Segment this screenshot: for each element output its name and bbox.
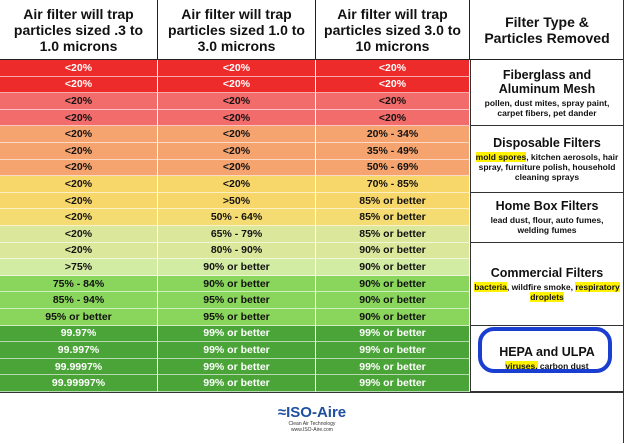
group-name: HEPA and ULPA — [499, 345, 595, 360]
column-header: Air filter will trap particles sized .3 … — [0, 0, 158, 60]
value-cell: 99% or better — [316, 325, 470, 343]
value-cell: <20% — [158, 143, 316, 160]
value-cell: 85% or better — [316, 226, 470, 243]
column-header: Air filter will trap particles sized 3.0… — [316, 0, 470, 60]
group-description: mold spores, kitchen aerosols, hair spra… — [474, 152, 620, 182]
value-cell: <20% — [0, 226, 158, 243]
value-cell: <20% — [158, 126, 316, 143]
value-cell: <20% — [0, 192, 158, 210]
group-name: Home Box Filters — [495, 199, 599, 214]
value-cell: <20% — [158, 60, 316, 77]
value-cell: 99% or better — [158, 375, 316, 392]
filter-group: Home Box Filters lead dust, flour, auto f… — [470, 193, 624, 243]
group-description: bacteria, wildfire smoke, respiratory dr… — [474, 281, 620, 302]
column-header: Air filter will trap particles sized 1.0… — [158, 0, 316, 60]
value-cell: 70% - 85% — [316, 176, 470, 193]
value-cell: 99% or better — [316, 342, 470, 359]
value-cell: <20% — [316, 76, 470, 94]
group-description: viruses, carbon dust — [505, 361, 589, 372]
value-cell: 90% or better — [316, 259, 470, 276]
url: www.ISO-Aire.com — [291, 427, 333, 433]
value-cell: <20% — [158, 109, 316, 127]
text: , wildfire smoke, — [506, 281, 576, 292]
value-cell: 85% or better — [316, 209, 470, 226]
group-description: lead dust, flour, auto fumes, welding fu… — [474, 215, 620, 235]
value-cell: 90% or better — [316, 242, 470, 260]
value-cell: <20% — [0, 60, 158, 77]
value-cell: <20% — [316, 93, 470, 110]
value-cell: 99% or better — [316, 375, 470, 392]
tagline: Clean Air Technology — [288, 421, 336, 427]
group-name: Disposable Filters — [493, 136, 601, 151]
value-cell: 99.997% — [0, 342, 158, 359]
value-cell: <20% — [0, 176, 158, 193]
value-cell: <20% — [0, 159, 158, 177]
value-cell: 99.9997% — [0, 358, 158, 376]
value-cell: 99% or better — [158, 342, 316, 359]
value-cell: 99% or better — [158, 358, 316, 376]
value-cell: 90% or better — [316, 275, 470, 293]
value-cell: >50% — [158, 192, 316, 210]
group-name: Commercial Filters — [490, 265, 604, 280]
value-cell: <20% — [0, 126, 158, 143]
value-cell: <20% — [158, 176, 316, 193]
value-cell: <20% — [0, 209, 158, 226]
footer: ≈ISO-Aire Clean Air Technology www.ISO-A… — [0, 392, 624, 444]
value-cell: 95% or better — [158, 292, 316, 309]
text: carbon dust — [537, 361, 589, 372]
text: pollen, dust mites, spray paint, carpet … — [484, 97, 610, 118]
value-cell: 90% or better — [316, 309, 470, 326]
highlighted-text: mold spores — [475, 152, 527, 163]
value-cell: 50% - 64% — [158, 209, 316, 226]
value-cell: <20% — [0, 109, 158, 127]
value-cell: 75% - 84% — [0, 275, 158, 293]
value-cell: 85% or better — [316, 192, 470, 210]
value-cell: 20% - 34% — [316, 126, 470, 143]
value-cell: <20% — [316, 109, 470, 127]
value-cell: <20% — [0, 76, 158, 94]
value-cell: 99.97% — [0, 325, 158, 343]
group-description: pollen, dust mites, spray paint, carpet … — [474, 98, 620, 118]
value-cell: 99% or better — [158, 325, 316, 343]
value-cell: <20% — [158, 159, 316, 177]
value-cell: 65% - 79% — [158, 226, 316, 243]
value-cell: 90% or better — [158, 259, 316, 276]
value-cell: 80% - 90% — [158, 242, 316, 260]
value-cell: <20% — [0, 143, 158, 160]
text: , kitchen aerosols, hair spray, furnitur… — [478, 152, 619, 183]
text: lead dust, flour, auto fumes, welding fu… — [490, 215, 604, 236]
highlighted-text: bacteria — [474, 281, 507, 292]
value-cell: <20% — [158, 93, 316, 110]
value-cell: 95% or better — [0, 309, 158, 326]
value-cell: 85% - 94% — [0, 292, 158, 309]
value-cell: 50% - 69% — [316, 159, 470, 177]
value-cell: 99% or better — [316, 358, 470, 376]
column-header: Filter Type & Particles Removed — [470, 0, 624, 60]
value-cell: <20% — [0, 242, 158, 260]
value-cell: >75% — [0, 259, 158, 276]
value-cell: 90% or better — [158, 275, 316, 293]
group-name: Fiberglass and Aluminum Mesh — [498, 67, 596, 96]
value-cell: <20% — [0, 93, 158, 110]
group-left-border — [470, 60, 471, 392]
value-cell: 35% - 49% — [316, 143, 470, 160]
filter-group: Fiberglass and Aluminum Mesh pollen, dust… — [470, 60, 624, 127]
value-cell: 99.99997% — [0, 375, 158, 392]
highlighted-text: viruses, — [505, 361, 538, 372]
filter-group: HEPA and ULPA viruses, carbon dust — [470, 326, 624, 392]
logo: ≈ISO-Aire — [277, 404, 347, 421]
value-cell: <20% — [158, 76, 316, 94]
highlight-oval — [478, 327, 612, 373]
value-cell: 95% or better — [158, 309, 316, 326]
value-cell: 90% or better — [316, 292, 470, 309]
filter-group: Disposable Filters mold spores, kitchen a… — [470, 126, 624, 193]
value-cell: <20% — [316, 60, 470, 77]
filter-group: Commercial Filters bacteria, wildfire smo… — [470, 243, 624, 326]
